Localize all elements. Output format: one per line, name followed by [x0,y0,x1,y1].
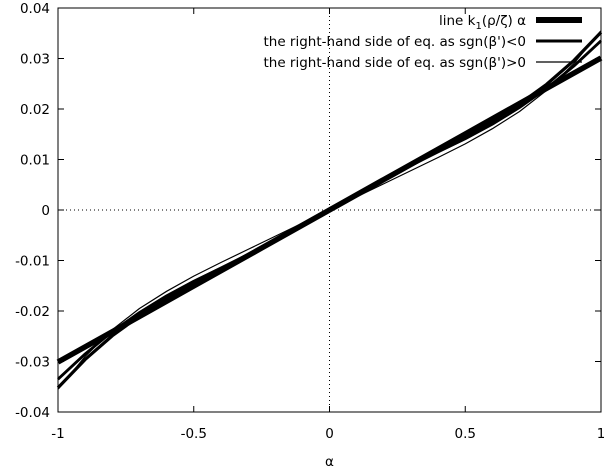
legend: line k1(ρ/ζ) α the right-hand side of eq… [263,13,582,71]
legend-label-subscript: 1 [475,21,481,32]
x-tick-label: -0.5 [181,426,207,442]
series-line-k1 [56,55,603,365]
data-series-group [56,30,603,390]
y-tick-label: -0.04 [15,405,50,421]
y-tick-label: -0.03 [15,355,50,371]
tick-labels-group: -0.04 -0.03 -0.02 -0.01 0 0.01 0.02 0.03 0.04 -1 -… [15,1,604,442]
zero-axis-lines [58,8,601,412]
y-tick-label: -0.01 [15,254,50,270]
y-tick-label: 0.03 [20,52,50,68]
x-tick-label: 0 [325,426,334,442]
x-axis-label: α [325,454,334,470]
y-tick-label: 0.02 [20,102,50,118]
legend-label-prefix: line k [439,13,476,29]
legend-label-sgn-positive: the right-hand side of eq. as sgn(β')>0 [263,55,526,71]
legend-label-sgn-negative: the right-hand side of eq. as sgn(β')<0 [263,34,526,50]
x-tick-label: -1 [51,426,64,442]
y-tick-label: 0 [41,203,50,219]
x-tick-label: 1 [597,426,604,442]
y-tick-label: 0.01 [20,153,50,169]
legend-label-suffix: (ρ/ζ) α [482,13,526,29]
legend-label-line-k1: line k1(ρ/ζ) α [439,13,526,32]
axis-ticks-group [57,7,602,413]
y-tick-label: 0.04 [20,1,50,17]
x-tick-label: 0.5 [455,426,476,442]
y-tick-label: -0.02 [15,304,50,320]
